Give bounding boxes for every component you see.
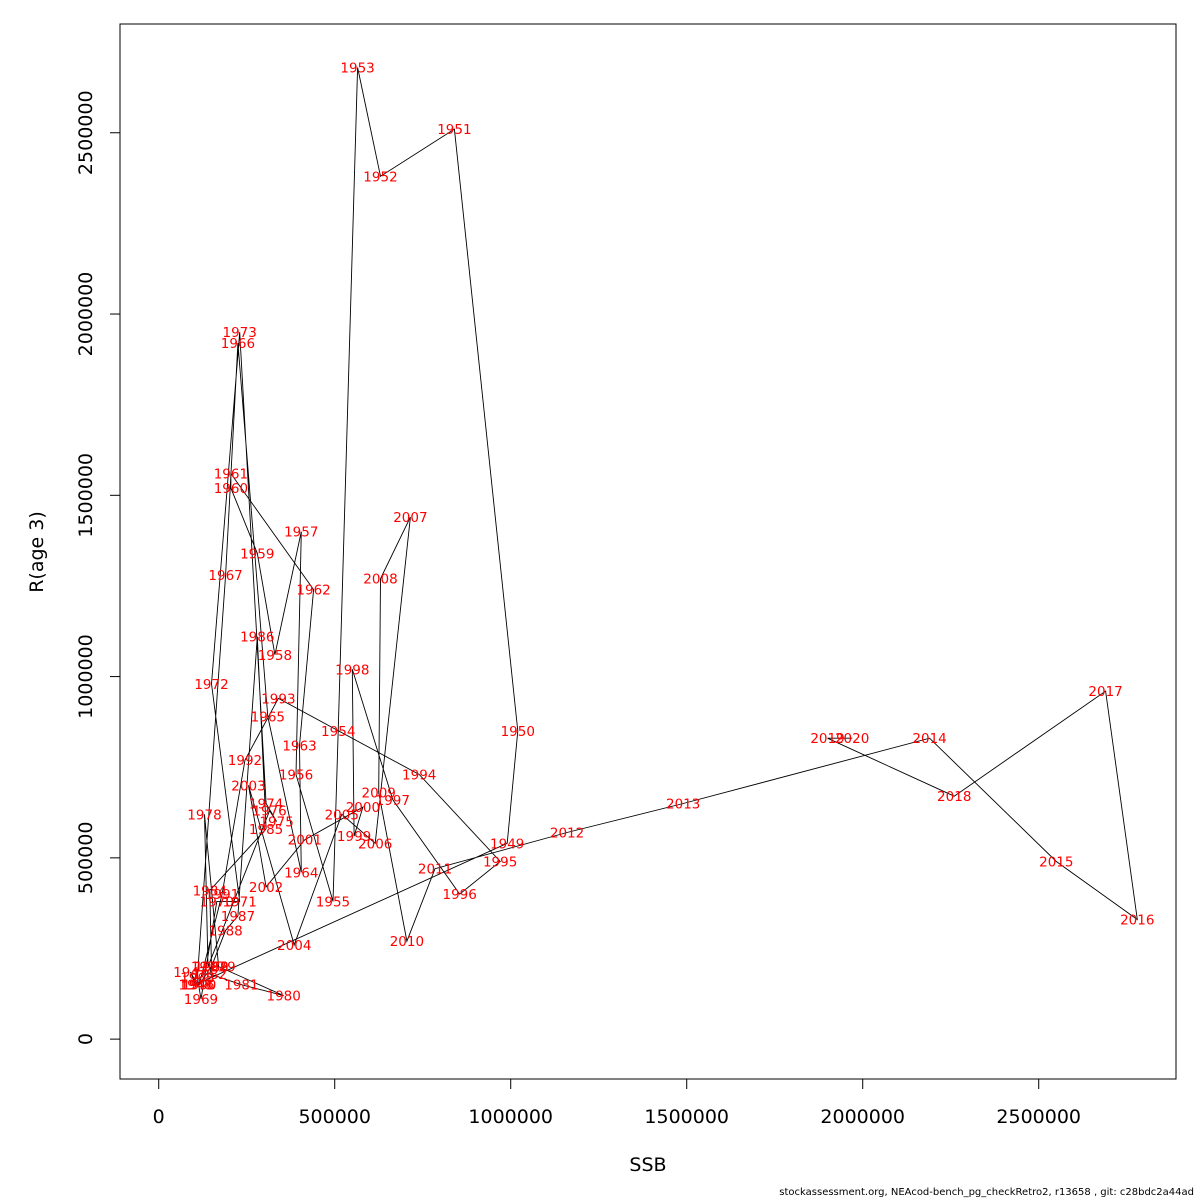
year-label: 1951 (437, 122, 471, 138)
year-label: 1991 (205, 887, 239, 903)
year-label: 1954 (321, 724, 355, 740)
year-label: 2008 (363, 572, 397, 588)
year-label: 1953 (340, 61, 374, 77)
year-label: 1996 (443, 887, 477, 903)
year-label: 2013 (666, 796, 700, 812)
year-label: 2019 (810, 731, 844, 747)
year-label: 1979 (201, 960, 235, 976)
year-label: 1995 (483, 854, 517, 870)
year-label: 1976 (252, 804, 286, 820)
year-label: 2017 (1088, 684, 1122, 700)
x-tick-label: 2000000 (820, 1106, 905, 1128)
year-label: 1970 (200, 894, 234, 910)
year-label: 1982 (193, 967, 227, 983)
year-label: 1966 (221, 336, 255, 352)
x-axis-title: SSB (629, 1154, 666, 1176)
year-label: 2015 (1039, 854, 1073, 870)
year-label: 1967 (208, 568, 242, 584)
year-label: 1947 (173, 965, 207, 981)
y-tick-label: 0 (75, 1033, 97, 1045)
year-label: 1957 (284, 525, 318, 541)
year-label: 1965 (251, 709, 285, 725)
y-tick-label: 1500000 (75, 453, 97, 538)
year-label: 1989 (194, 960, 228, 976)
y-tick-label: 2000000 (75, 272, 97, 357)
year-label: 1977 (191, 960, 225, 976)
year-label: 1950 (501, 724, 535, 740)
year-label: 1997 (376, 793, 410, 809)
year-label: 1948 (179, 978, 213, 994)
year-label: 1961 (214, 467, 248, 483)
year-label: 1986 (240, 630, 274, 646)
year-label: 1985 (249, 822, 283, 838)
y-axis: 0 500000 1000000 1500000 2000000 2500000 (75, 90, 121, 1045)
year-label: 2018 (937, 789, 971, 805)
year-label: 1949 (490, 836, 524, 852)
year-label: 2005 (325, 807, 359, 823)
year-label: 1955 (316, 894, 350, 910)
year-label: 2004 (277, 938, 311, 954)
year-label: 1971 (223, 894, 257, 910)
year-label: 1994 (402, 767, 436, 783)
year-label: 1959 (240, 546, 274, 562)
year-label: 2010 (390, 934, 424, 950)
year-label: 1987 (221, 909, 255, 925)
year-label: 2012 (550, 825, 584, 841)
year-label: 1984 (193, 883, 227, 899)
y-tick-label: 1000000 (75, 634, 97, 719)
year-label: 1960 (214, 481, 248, 497)
year-label: 1998 (335, 662, 369, 678)
year-label: 1992 (228, 753, 262, 769)
year-label: 1980 (267, 989, 301, 1005)
year-label: 1952 (363, 169, 397, 185)
year-label: 1946 (180, 978, 214, 994)
year-label: 1956 (279, 767, 313, 783)
x-tick-label: 2500000 (996, 1106, 1081, 1128)
ssb-recruitment-trajectory-line (189, 67, 1138, 1000)
plot-frame (119, 23, 1177, 1080)
year-label: 1972 (194, 677, 228, 693)
x-tick-label: 500000 (298, 1106, 371, 1128)
year-label: 2020 (835, 731, 869, 747)
x-tick-label: 1500000 (644, 1106, 729, 1128)
year-label: 1963 (282, 738, 316, 754)
year-label: 2009 (362, 786, 396, 802)
y-axis-title: R(age 3) (26, 511, 48, 593)
year-label: 2003 (231, 778, 265, 794)
year-label: 2002 (249, 880, 283, 896)
year-label: 1990 (182, 978, 216, 994)
year-label: 2011 (418, 862, 452, 878)
year-label: 1999 (337, 829, 371, 845)
year-label: 1975 (259, 815, 293, 831)
year-label: 2000 (346, 800, 380, 816)
year-label: 1983 (194, 960, 228, 976)
year-label: 1988 (208, 923, 242, 939)
year-label: 1969 (184, 992, 218, 1008)
x-tick-label: 0 (153, 1106, 165, 1128)
footer-credit: stockassessment.org, NEAcod-bench_pg_che… (779, 1187, 1194, 1198)
year-label: 1968 (180, 970, 214, 986)
year-label: 1974 (249, 796, 283, 812)
year-label: 1964 (284, 865, 318, 881)
year-label: 2014 (912, 731, 946, 747)
year-label: 2001 (288, 833, 322, 849)
y-tick-label: 500000 (75, 822, 97, 895)
year-label: 2007 (393, 510, 427, 526)
year-label: 1993 (261, 691, 295, 707)
y-tick-label: 2500000 (75, 90, 97, 175)
year-label: 1958 (258, 648, 292, 664)
x-tick-label: 1000000 (468, 1106, 553, 1128)
year-label: 2006 (358, 836, 392, 852)
year-label: 1978 (187, 807, 221, 823)
year-label: 1962 (296, 583, 330, 599)
year-label: 2016 (1120, 912, 1154, 928)
year-label: 1981 (224, 978, 258, 994)
x-axis: 0 500000 1000000 1500000 2000000 2500000 (153, 1078, 1081, 1128)
year-label: 1973 (223, 325, 257, 341)
